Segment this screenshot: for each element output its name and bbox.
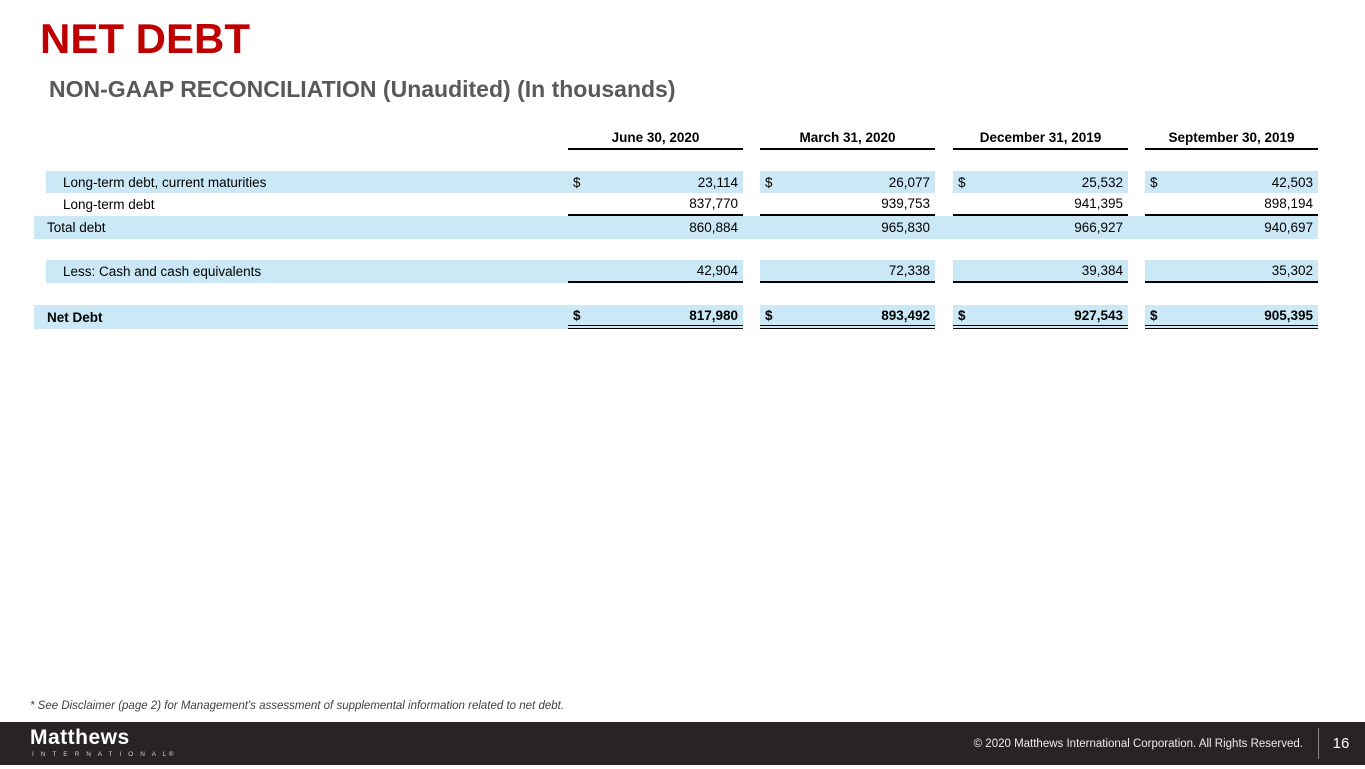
currency-symbol: $ bbox=[573, 307, 581, 323]
value-cell: 966,927 bbox=[953, 216, 1128, 239]
copyright-text: © 2020 Matthews International Corporatio… bbox=[973, 737, 1303, 750]
cell-value: 966,927 bbox=[1074, 220, 1123, 235]
table-row: Long-term debt, current maturities $ 23,… bbox=[34, 171, 1318, 193]
value-cell: 42,904 bbox=[568, 260, 743, 283]
table-row: Less: Cash and cash equivalents 42,904 7… bbox=[34, 260, 1318, 283]
value-cell: $ 23,114 bbox=[568, 171, 743, 193]
company-logo: Matthews I N T E R N A T I O N A L® bbox=[30, 727, 176, 758]
row-label: Total debt bbox=[47, 220, 106, 235]
disclaimer-footnote: * See Disclaimer (page 2) for Management… bbox=[30, 700, 565, 712]
currency-symbol: $ bbox=[765, 307, 773, 323]
value-cell: $ 817,980 bbox=[568, 305, 743, 329]
cell-value: 927,543 bbox=[1074, 307, 1123, 323]
cell-value: 39,384 bbox=[1081, 263, 1123, 278]
value-cell: 860,884 bbox=[568, 216, 743, 239]
currency-symbol: $ bbox=[958, 174, 966, 190]
row-label: Long-term debt bbox=[63, 197, 155, 212]
cell-value: 940,697 bbox=[1264, 220, 1313, 235]
value-cell: $ 927,543 bbox=[953, 305, 1128, 329]
cell-value: 817,980 bbox=[689, 307, 738, 323]
row-label: Long-term debt, current maturities bbox=[63, 174, 267, 190]
cell-value: 898,194 bbox=[1264, 196, 1313, 211]
cell-value: 939,753 bbox=[881, 196, 930, 211]
currency-symbol: $ bbox=[573, 174, 581, 190]
table-row: Long-term debt 837,770 939,753 941,395 8… bbox=[34, 193, 1318, 216]
column-header: December 31, 2019 bbox=[953, 128, 1128, 150]
value-cell: 35,302 bbox=[1145, 260, 1318, 283]
currency-symbol: $ bbox=[1150, 307, 1158, 323]
logo-subtext: I N T E R N A T I O N A L® bbox=[32, 751, 177, 758]
cell-value: 941,395 bbox=[1074, 196, 1123, 211]
value-cell: 72,338 bbox=[760, 260, 935, 283]
cell-value: 35,302 bbox=[1271, 263, 1313, 278]
cell-value: 905,395 bbox=[1264, 307, 1313, 323]
currency-symbol: $ bbox=[765, 174, 773, 190]
column-header: March 31, 2020 bbox=[760, 128, 935, 150]
cell-value: 893,492 bbox=[881, 307, 930, 323]
cell-value: 860,884 bbox=[689, 220, 738, 235]
cell-value: 42,503 bbox=[1271, 174, 1313, 190]
value-cell: 939,753 bbox=[760, 193, 935, 216]
cell-value: 965,830 bbox=[881, 220, 930, 235]
value-cell: $ 893,492 bbox=[760, 305, 935, 329]
value-cell: 940,697 bbox=[1145, 216, 1318, 239]
page-number: 16 bbox=[1332, 735, 1350, 752]
page-subtitle: NON-GAAP RECONCILIATION (Unaudited) (In … bbox=[49, 76, 676, 102]
footer-bar: Matthews I N T E R N A T I O N A L® © 20… bbox=[0, 722, 1365, 765]
cell-value: 26,077 bbox=[888, 174, 930, 190]
column-header: September 30, 2019 bbox=[1145, 128, 1318, 150]
cell-value: 72,338 bbox=[888, 263, 930, 278]
currency-symbol: $ bbox=[958, 307, 966, 323]
value-cell: $ 25,532 bbox=[953, 171, 1128, 193]
table-row: Total debt 860,884 965,830 966,927 940,6… bbox=[34, 216, 1318, 239]
table-row: Net Debt $ 817,980 $ 893,492 $ 927,543 $… bbox=[34, 305, 1318, 329]
table-header-row: June 30, 2020 March 31, 2020 December 31… bbox=[34, 128, 1318, 150]
cell-value: 42,904 bbox=[696, 263, 738, 278]
value-cell: 965,830 bbox=[760, 216, 935, 239]
page-title: NET DEBT bbox=[40, 15, 250, 62]
cell-value: 837,770 bbox=[689, 196, 738, 211]
header-spacer bbox=[34, 128, 568, 150]
page-number-divider bbox=[1318, 728, 1319, 759]
value-cell: 39,384 bbox=[953, 260, 1128, 283]
value-cell: $ 42,503 bbox=[1145, 171, 1318, 193]
value-cell: 898,194 bbox=[1145, 193, 1318, 216]
currency-symbol: $ bbox=[1150, 174, 1158, 190]
logo-wordmark: Matthews bbox=[30, 726, 130, 749]
column-header: June 30, 2020 bbox=[568, 128, 743, 150]
value-cell: $ 905,395 bbox=[1145, 305, 1318, 329]
row-label: Net Debt bbox=[47, 309, 103, 325]
row-label: Less: Cash and cash equivalents bbox=[63, 264, 262, 279]
cell-value: 25,532 bbox=[1081, 174, 1123, 190]
cell-value: 23,114 bbox=[697, 174, 738, 190]
value-cell: $ 26,077 bbox=[760, 171, 935, 193]
value-cell: 837,770 bbox=[568, 193, 743, 216]
value-cell: 941,395 bbox=[953, 193, 1128, 216]
